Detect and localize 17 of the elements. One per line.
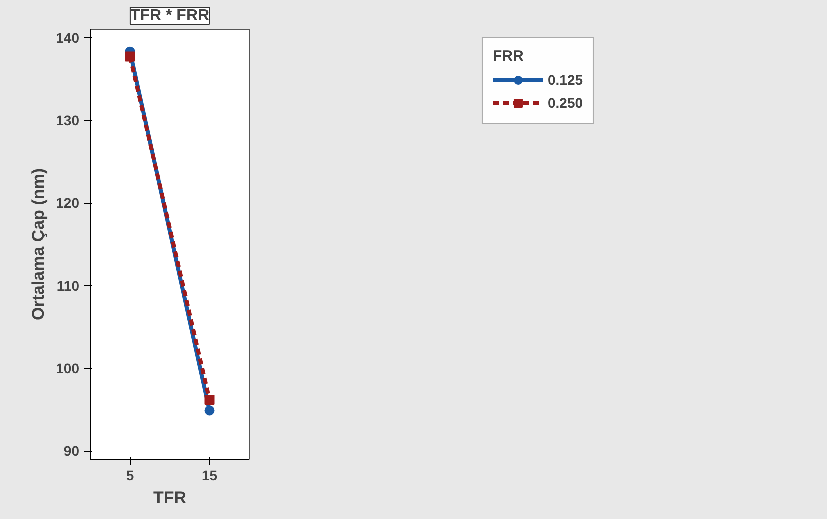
legend-label: 0.250 [548,95,584,111]
x-tick-label: 15 [202,468,218,484]
legend-label: 0.125 [548,72,584,88]
point [125,52,136,62]
point [204,406,215,416]
chart-title: TFR * FRR [130,8,210,24]
x-tick-label: 5 [126,468,134,484]
y-tick-label: 100 [56,360,80,377]
legend-title: FRR [492,48,525,65]
y-tick-label: 120 [56,195,80,212]
point [204,394,215,405]
y-tick-label: 130 [56,112,80,128]
x-axis-title: TFR [153,488,187,508]
y-tick-label: 110 [56,278,80,294]
y-axis-title: Ortalama Çap (nm) [29,168,48,321]
y-tick-label: 90 [64,443,80,460]
y-tick-label: 140 [56,30,80,46]
